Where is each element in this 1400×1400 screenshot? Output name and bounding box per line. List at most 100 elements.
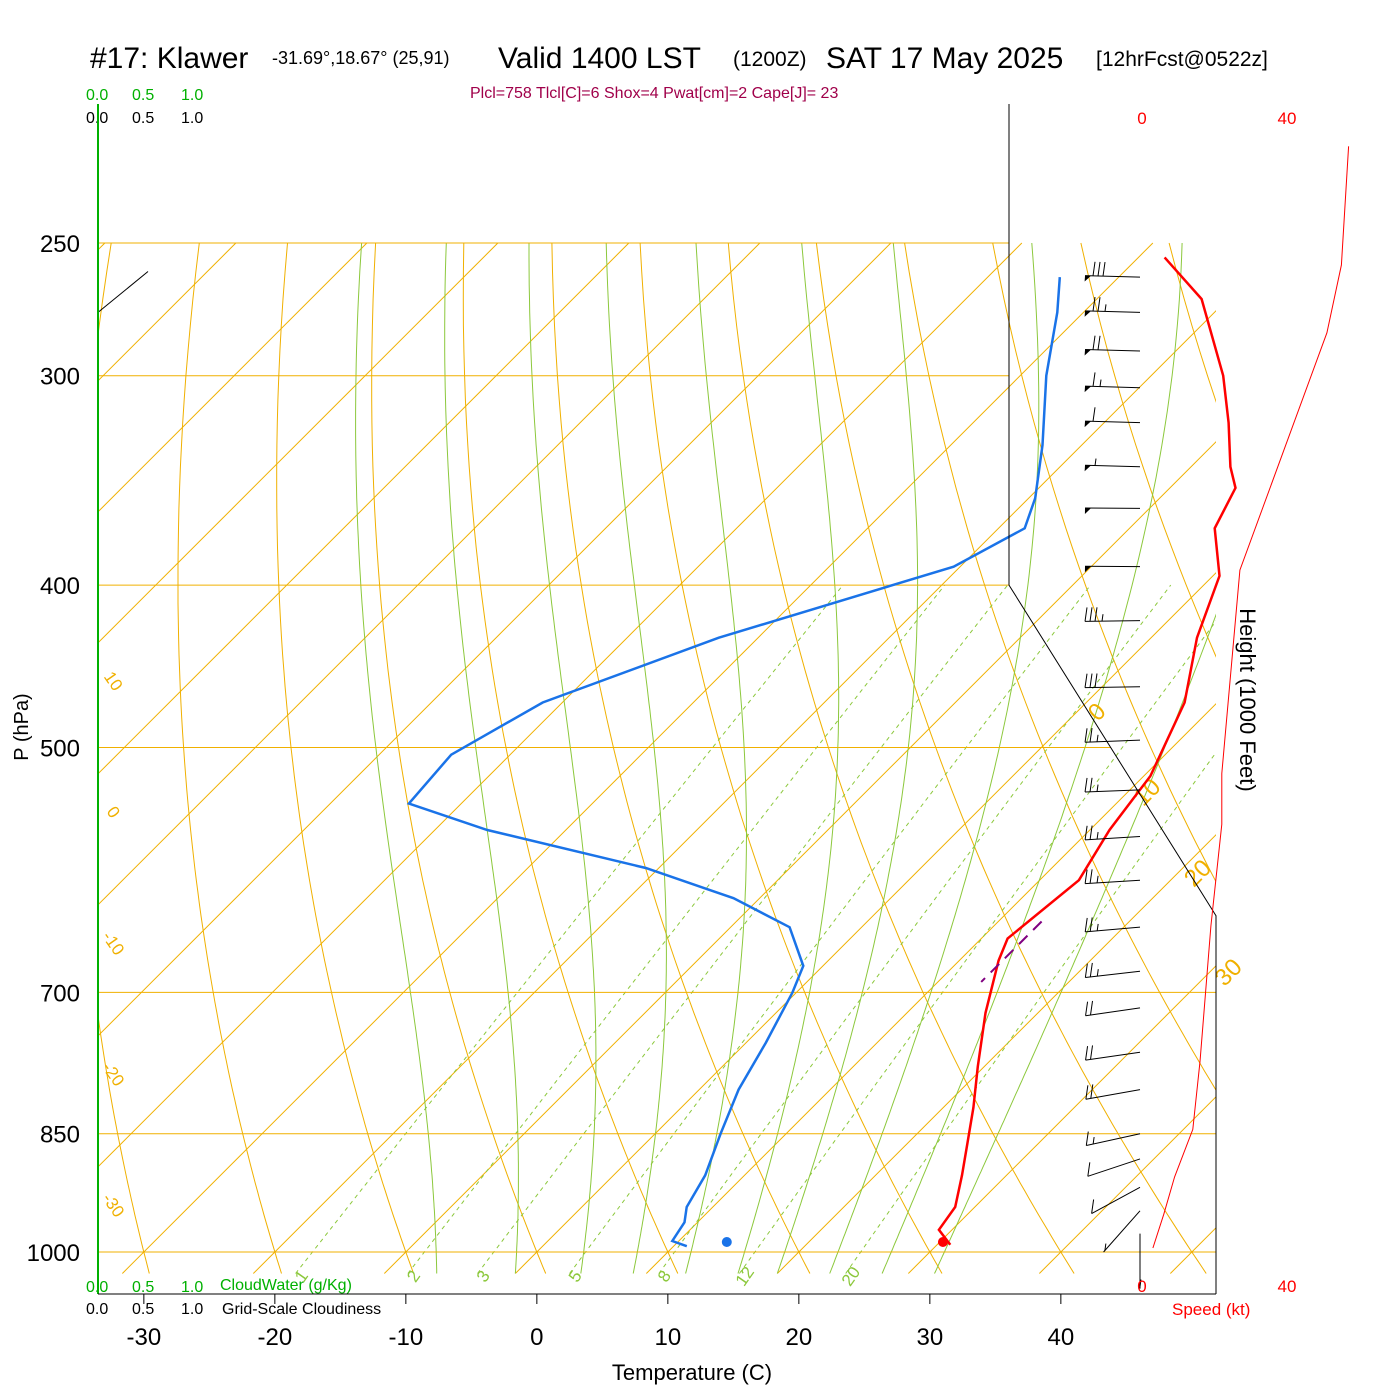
wind-barb-full [1091, 1199, 1095, 1214]
background-lines [98, 242, 1400, 1274]
wind-barb-full [1089, 728, 1093, 743]
wind-barb [1085, 1084, 1141, 1100]
cloud-water-tick: 1.0 [181, 87, 203, 104]
wind-barb-staff [1085, 420, 1141, 424]
speed-tick-label-top: 0 [1137, 109, 1146, 128]
temperature-tick-label: 20 [785, 1324, 812, 1351]
wind-barb [1084, 869, 1141, 885]
cloud-cover-tick: 0.5 [132, 1301, 154, 1318]
station-title: #17: Klawer [90, 42, 248, 75]
moist-adiabat-line [881, 242, 1183, 1274]
moist-adiabat-line [605, 242, 667, 1274]
dry-adiabat-line [727, 242, 1075, 1274]
wind-barb-full [1084, 728, 1088, 743]
isotherm-label: 0 [103, 803, 124, 822]
wind-barb-flag [1084, 465, 1092, 472]
wind-barb-half [1096, 734, 1099, 742]
pressure-tick-label: 1000 [27, 1240, 80, 1267]
moist-adiabat-line [685, 242, 747, 1274]
wind-barb-half [1096, 923, 1099, 931]
utc-time: (1200Z) [733, 48, 807, 71]
mixing-ratio-line [738, 620, 1216, 1274]
wind-barb-half [1096, 784, 1099, 792]
cloud-cover-line [97, 271, 149, 313]
mixing-ratio-label: 5 [565, 1267, 586, 1286]
wind-barb-full [1089, 962, 1093, 978]
wind-barb [1085, 1000, 1141, 1017]
moist-adiabat-line [528, 243, 597, 1274]
wind-barb-full [1097, 335, 1101, 350]
isotherm-line [98, 242, 892, 1037]
moist-adiabat-line [934, 613, 1216, 1274]
isotherm-line [121, 242, 1154, 1274]
wind-barb-staff [1085, 348, 1141, 352]
moist-adiabat-line [829, 242, 1040, 1274]
wind-barb-full [1084, 673, 1088, 688]
wind-barb-full [1084, 917, 1088, 932]
wind-barb-full [1089, 825, 1093, 840]
wind-barb-full [1085, 1085, 1089, 1100]
surface-dewpoint-point [721, 1237, 732, 1247]
temperature-profile-line [937, 256, 1237, 1246]
wind-barb [1087, 1158, 1141, 1177]
dry-adiabat-line [371, 242, 547, 1274]
wind-barb-half [1104, 304, 1107, 312]
wind-barb-full [1085, 1131, 1089, 1146]
isotherm-line [98, 242, 499, 644]
wind-barb [1084, 458, 1141, 472]
cloud-cover-tick: 0.5 [132, 110, 154, 127]
cloud-water-tick: 0.0 [86, 87, 108, 104]
wind-barb-staff [1085, 310, 1141, 313]
wind-barb-full [1092, 335, 1096, 350]
wind-barb-flag [1084, 566, 1092, 573]
dry-adiabat-line [639, 242, 943, 1274]
mixing-ratio-line [407, 584, 946, 1274]
pressure-tick-label: 300 [40, 364, 80, 391]
wind-barb-flag [1084, 386, 1092, 393]
temperature-tick-label: 0 [530, 1324, 543, 1351]
y-axis-title: P (hPa) [11, 693, 33, 760]
wind-barb-staff [1085, 1007, 1141, 1017]
wind-barb-staff [1085, 1051, 1141, 1061]
sounding-profiles [406, 256, 1237, 1248]
mixing-ratio-line [477, 584, 1008, 1274]
surface-temperature-point [937, 1237, 948, 1247]
wind-barb [1084, 372, 1141, 393]
temperature-tick-label: 40 [1047, 1324, 1074, 1351]
cloud-water-tick: 1.0 [181, 1279, 203, 1296]
wind-barb-full [1094, 673, 1098, 688]
moist-adiabat-line [737, 242, 840, 1274]
axes: -30 -20 -10 0 10 20 30 40 [97, 104, 1217, 1351]
wind-barb-flag [1084, 310, 1092, 317]
dry-adiabat-line [1345, 243, 1400, 1274]
wind-barb-full [1102, 262, 1106, 277]
mixing-ratio-line [845, 751, 1216, 1274]
wind-barb-full [1094, 607, 1098, 622]
isotherm-label: -20 [98, 1059, 128, 1090]
wind-barb [1084, 607, 1141, 622]
wind-barb-full [1092, 407, 1096, 422]
wind-barb-staff [1085, 739, 1141, 743]
wind-barb-full [1084, 607, 1088, 622]
dry-adiabat-line [1257, 243, 1400, 1274]
mixing-ratio-label: 3 [473, 1267, 494, 1286]
isotherm-line [98, 242, 630, 775]
wind-barb-full [1090, 1045, 1094, 1060]
mixing-ratio-label: 12 [732, 1263, 758, 1289]
stability-indices: Plcl=758 Tlcl[C]=6 Shox=4 Pwat[cm]=2 Cap… [470, 85, 838, 102]
isotherm-label: 30 [1210, 954, 1248, 992]
wind-barb [1084, 728, 1141, 743]
wind-barb-full [1085, 1001, 1089, 1016]
speed-tick-label-bottom: 40 [1278, 1277, 1297, 1296]
mixing-ratio-label: 8 [654, 1267, 675, 1286]
dry-adiabat-line [98, 242, 150, 1274]
isotherm-label: 10 [100, 668, 126, 694]
wind-barb-staff [1086, 1133, 1141, 1147]
wind-barb-half [1139, 1279, 1142, 1287]
wind-barb-half [1101, 614, 1104, 622]
wind-barb-flag [1084, 508, 1092, 515]
wind-barb-full [1084, 825, 1088, 840]
wind-barb-full [1092, 261, 1096, 276]
wind-barb-staff [1085, 970, 1141, 979]
